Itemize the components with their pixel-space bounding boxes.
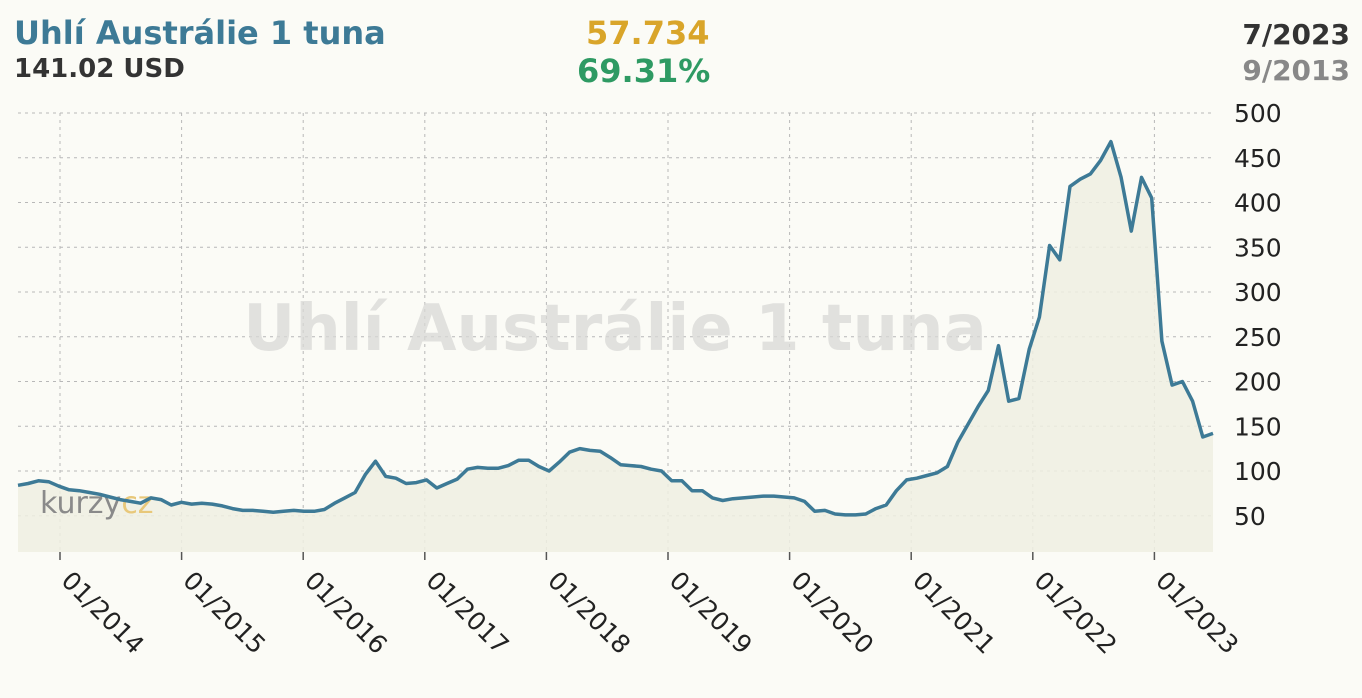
price-area — [18, 141, 1213, 552]
x-tick-label: 01/2014 — [56, 566, 150, 660]
current-price: 141.02 USD — [14, 54, 185, 84]
x-axis-labels: 01/2014 01/2015 01/2016 01/2017 01/2018 01/20… — [56, 566, 1244, 660]
y-tick-label: 150 — [1234, 412, 1282, 441]
y-tick-label: 250 — [1234, 323, 1282, 352]
kurzy-logo: kurzycz — [40, 486, 154, 521]
percent-change: 69.31% — [577, 52, 711, 90]
y-tick-label: 300 — [1234, 278, 1282, 307]
price-line — [17, 139, 1214, 517]
y-tick-label: 350 — [1234, 233, 1282, 262]
y-tick-label: 50 — [1234, 502, 1266, 531]
end-date: 7/2023 — [1242, 18, 1350, 51]
start-date: 9/2013 — [1242, 54, 1350, 87]
y-axis-labels: 50 100 150 200 250 300 350 400 450 500 — [1234, 99, 1282, 531]
absolute-change: 57.734 — [586, 14, 710, 52]
x-tick-label: 01/2016 — [299, 566, 393, 660]
x-tick-label: 01/2021 — [907, 566, 1001, 660]
x-tick-label: 01/2020 — [785, 566, 879, 660]
watermark-text: Uhlí Austrálie 1 tuna — [243, 292, 987, 366]
x-tick-label: 01/2023 — [1150, 566, 1244, 660]
x-tick-label: 01/2017 — [421, 566, 515, 660]
y-tick-label: 200 — [1234, 368, 1282, 397]
y-tick-label: 500 — [1234, 99, 1282, 128]
y-tick-label: 450 — [1234, 144, 1282, 173]
x-tick-label: 01/2019 — [664, 566, 758, 660]
x-tick-label: 01/2015 — [177, 566, 271, 660]
y-tick-label: 100 — [1234, 457, 1282, 486]
chart-title: Uhlí Austrálie 1 tuna — [14, 14, 386, 52]
x-tick-label: 01/2022 — [1029, 566, 1123, 660]
x-tick-label: 01/2018 — [542, 566, 636, 660]
y-tick-label: 400 — [1234, 189, 1282, 218]
